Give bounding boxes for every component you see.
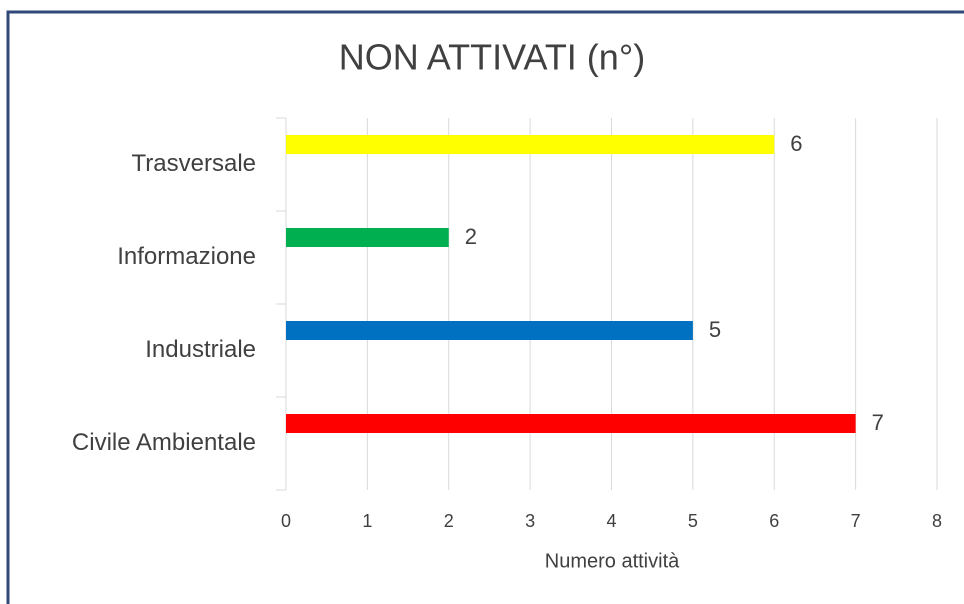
bar xyxy=(286,228,449,247)
x-tick-label: 1 xyxy=(362,511,372,531)
y-tick-label: Industriale xyxy=(145,336,256,363)
x-tick-label: 5 xyxy=(688,511,698,531)
value-label: 6 xyxy=(790,131,802,156)
x-tick-label: 4 xyxy=(606,511,616,531)
value-label: 7 xyxy=(872,410,884,435)
y-tick-label: Civile Ambientale xyxy=(72,429,256,456)
bar xyxy=(286,135,775,154)
value-label: 2 xyxy=(465,224,477,249)
bar xyxy=(286,414,856,433)
value-label: 5 xyxy=(709,317,721,342)
x-tick-label: 3 xyxy=(525,511,535,531)
frame xyxy=(6,10,964,604)
x-tick-label: 8 xyxy=(932,511,942,531)
bar xyxy=(286,321,693,340)
y-tick-label: Trasversale xyxy=(132,150,256,177)
x-tick-label: 6 xyxy=(769,511,779,531)
x-axis-label: Numero attività xyxy=(545,550,680,572)
x-tick-label: 2 xyxy=(444,511,454,531)
x-tick-label: 0 xyxy=(281,511,291,531)
x-tick-label: 7 xyxy=(851,511,861,531)
y-tick-label: Informazione xyxy=(117,243,256,270)
chart-title: NON ATTIVATI (n°) xyxy=(339,37,645,78)
